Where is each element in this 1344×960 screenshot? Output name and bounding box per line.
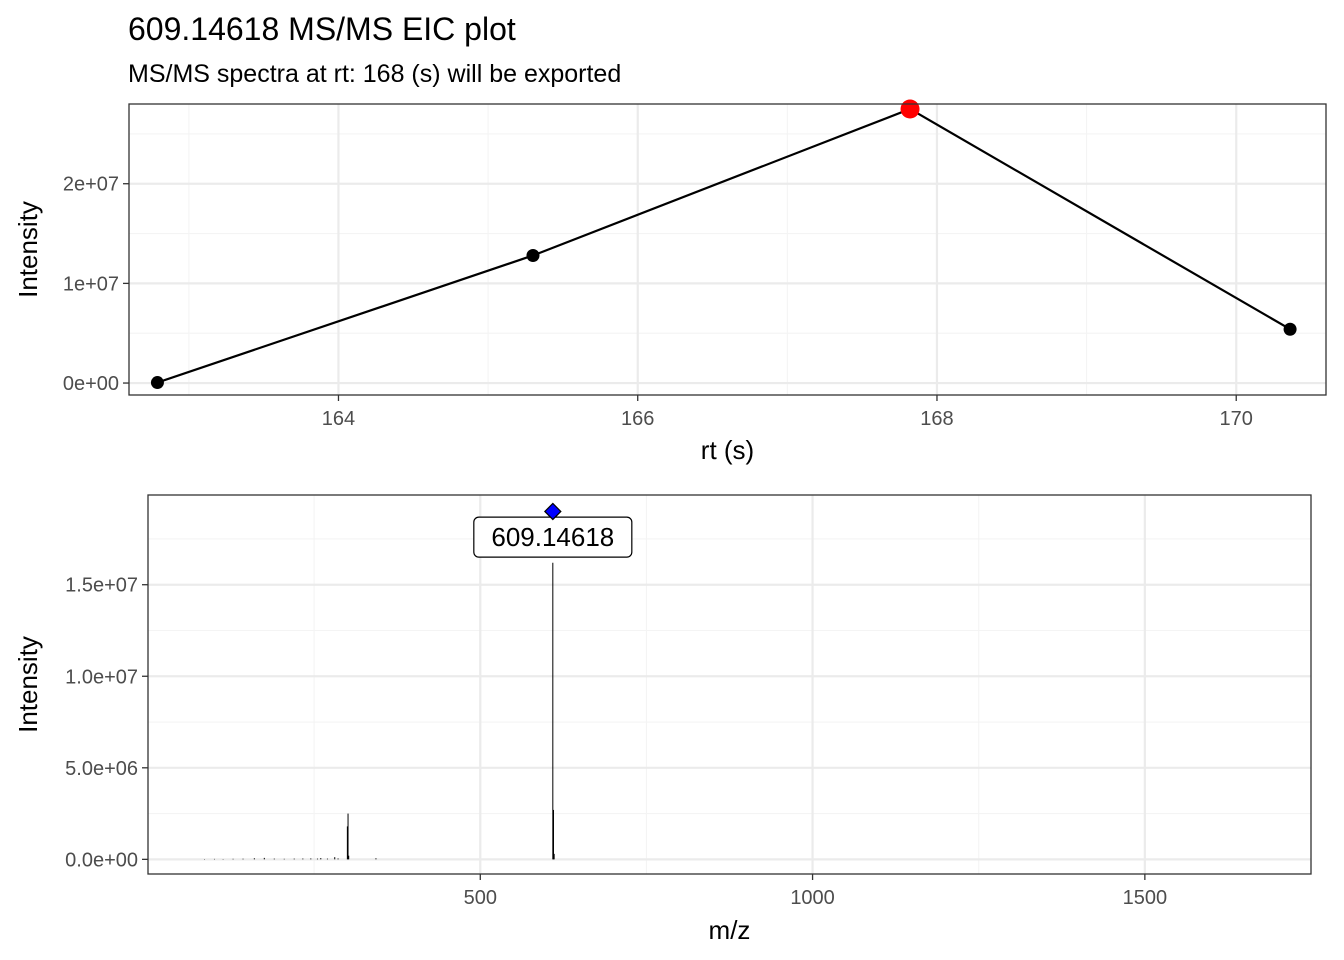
eic-x-tick-label: 168 [920,408,953,430]
spectrum-grid [148,495,1311,874]
spectrum-x-tick-label: 1000 [790,887,835,909]
eic-y-tick-label: 2e+07 [63,174,119,196]
spectrum-axes: 500 1000 1500 0.0e+00 5.0e+06 1.0e+07 1.5e+07 [65,575,1167,909]
spectrum-panel-border [147,494,1312,875]
eic-y-tick-label: 1e+07 [63,273,119,295]
precursor-marker [543,502,562,521]
spectrum-y-tick-label: 1.0e+07 [65,666,138,688]
spectrum-x-tick-label: 500 [464,887,497,909]
eic-marks [150,99,1297,390]
spectrum-chart: 609.14618 500 1000 1500 0.0e+00 5.0e+06 1.0e+… [13,494,1312,945]
plot-subtitle: MS/MS spectra at rt: 168 (s) will be exp… [128,60,621,88]
precursor-label: 609.14618 [491,522,614,552]
eic-panel-background [129,104,1326,395]
eic-x-tick-label: 164 [322,408,355,430]
spectrum-x-tick-label: 1500 [1123,887,1168,909]
eic-y-axis-title: Intensity [13,201,43,298]
spectrum-x-axis-title: m/z [709,915,751,945]
eic-y-tick-label: 0e+00 [63,373,119,395]
spectrum-panel-background [148,495,1311,874]
spectrum-y-tick-label: 0.0e+00 [65,849,138,871]
eic-panel-border [128,103,1327,396]
spectrum-y-axis-title: Intensity [13,636,43,733]
eic-point [1283,322,1297,336]
spectrum-y-tick-label: 1.5e+07 [65,575,138,597]
eic-chart: 164 166 168 170 0e+00 1e+07 2e+07 rt (s) Inten… [13,99,1327,465]
eic-x-tick-label: 170 [1220,408,1253,430]
plot-title: 609.14618 MS/MS EIC plot [128,11,516,47]
eic-point [526,248,540,262]
eic-grid [129,104,1326,395]
eic-x-tick-label: 166 [621,408,654,430]
eic-line [157,107,1291,384]
eic-axes: 164 166 168 170 0e+00 1e+07 2e+07 [63,174,1253,430]
spectrum-marks: 609.14618 [203,502,633,860]
spectrum-y-tick-label: 5.0e+06 [65,758,138,780]
eic-selected-point [900,99,920,119]
eic-point [150,376,164,390]
eic-x-axis-title: rt (s) [701,435,754,465]
